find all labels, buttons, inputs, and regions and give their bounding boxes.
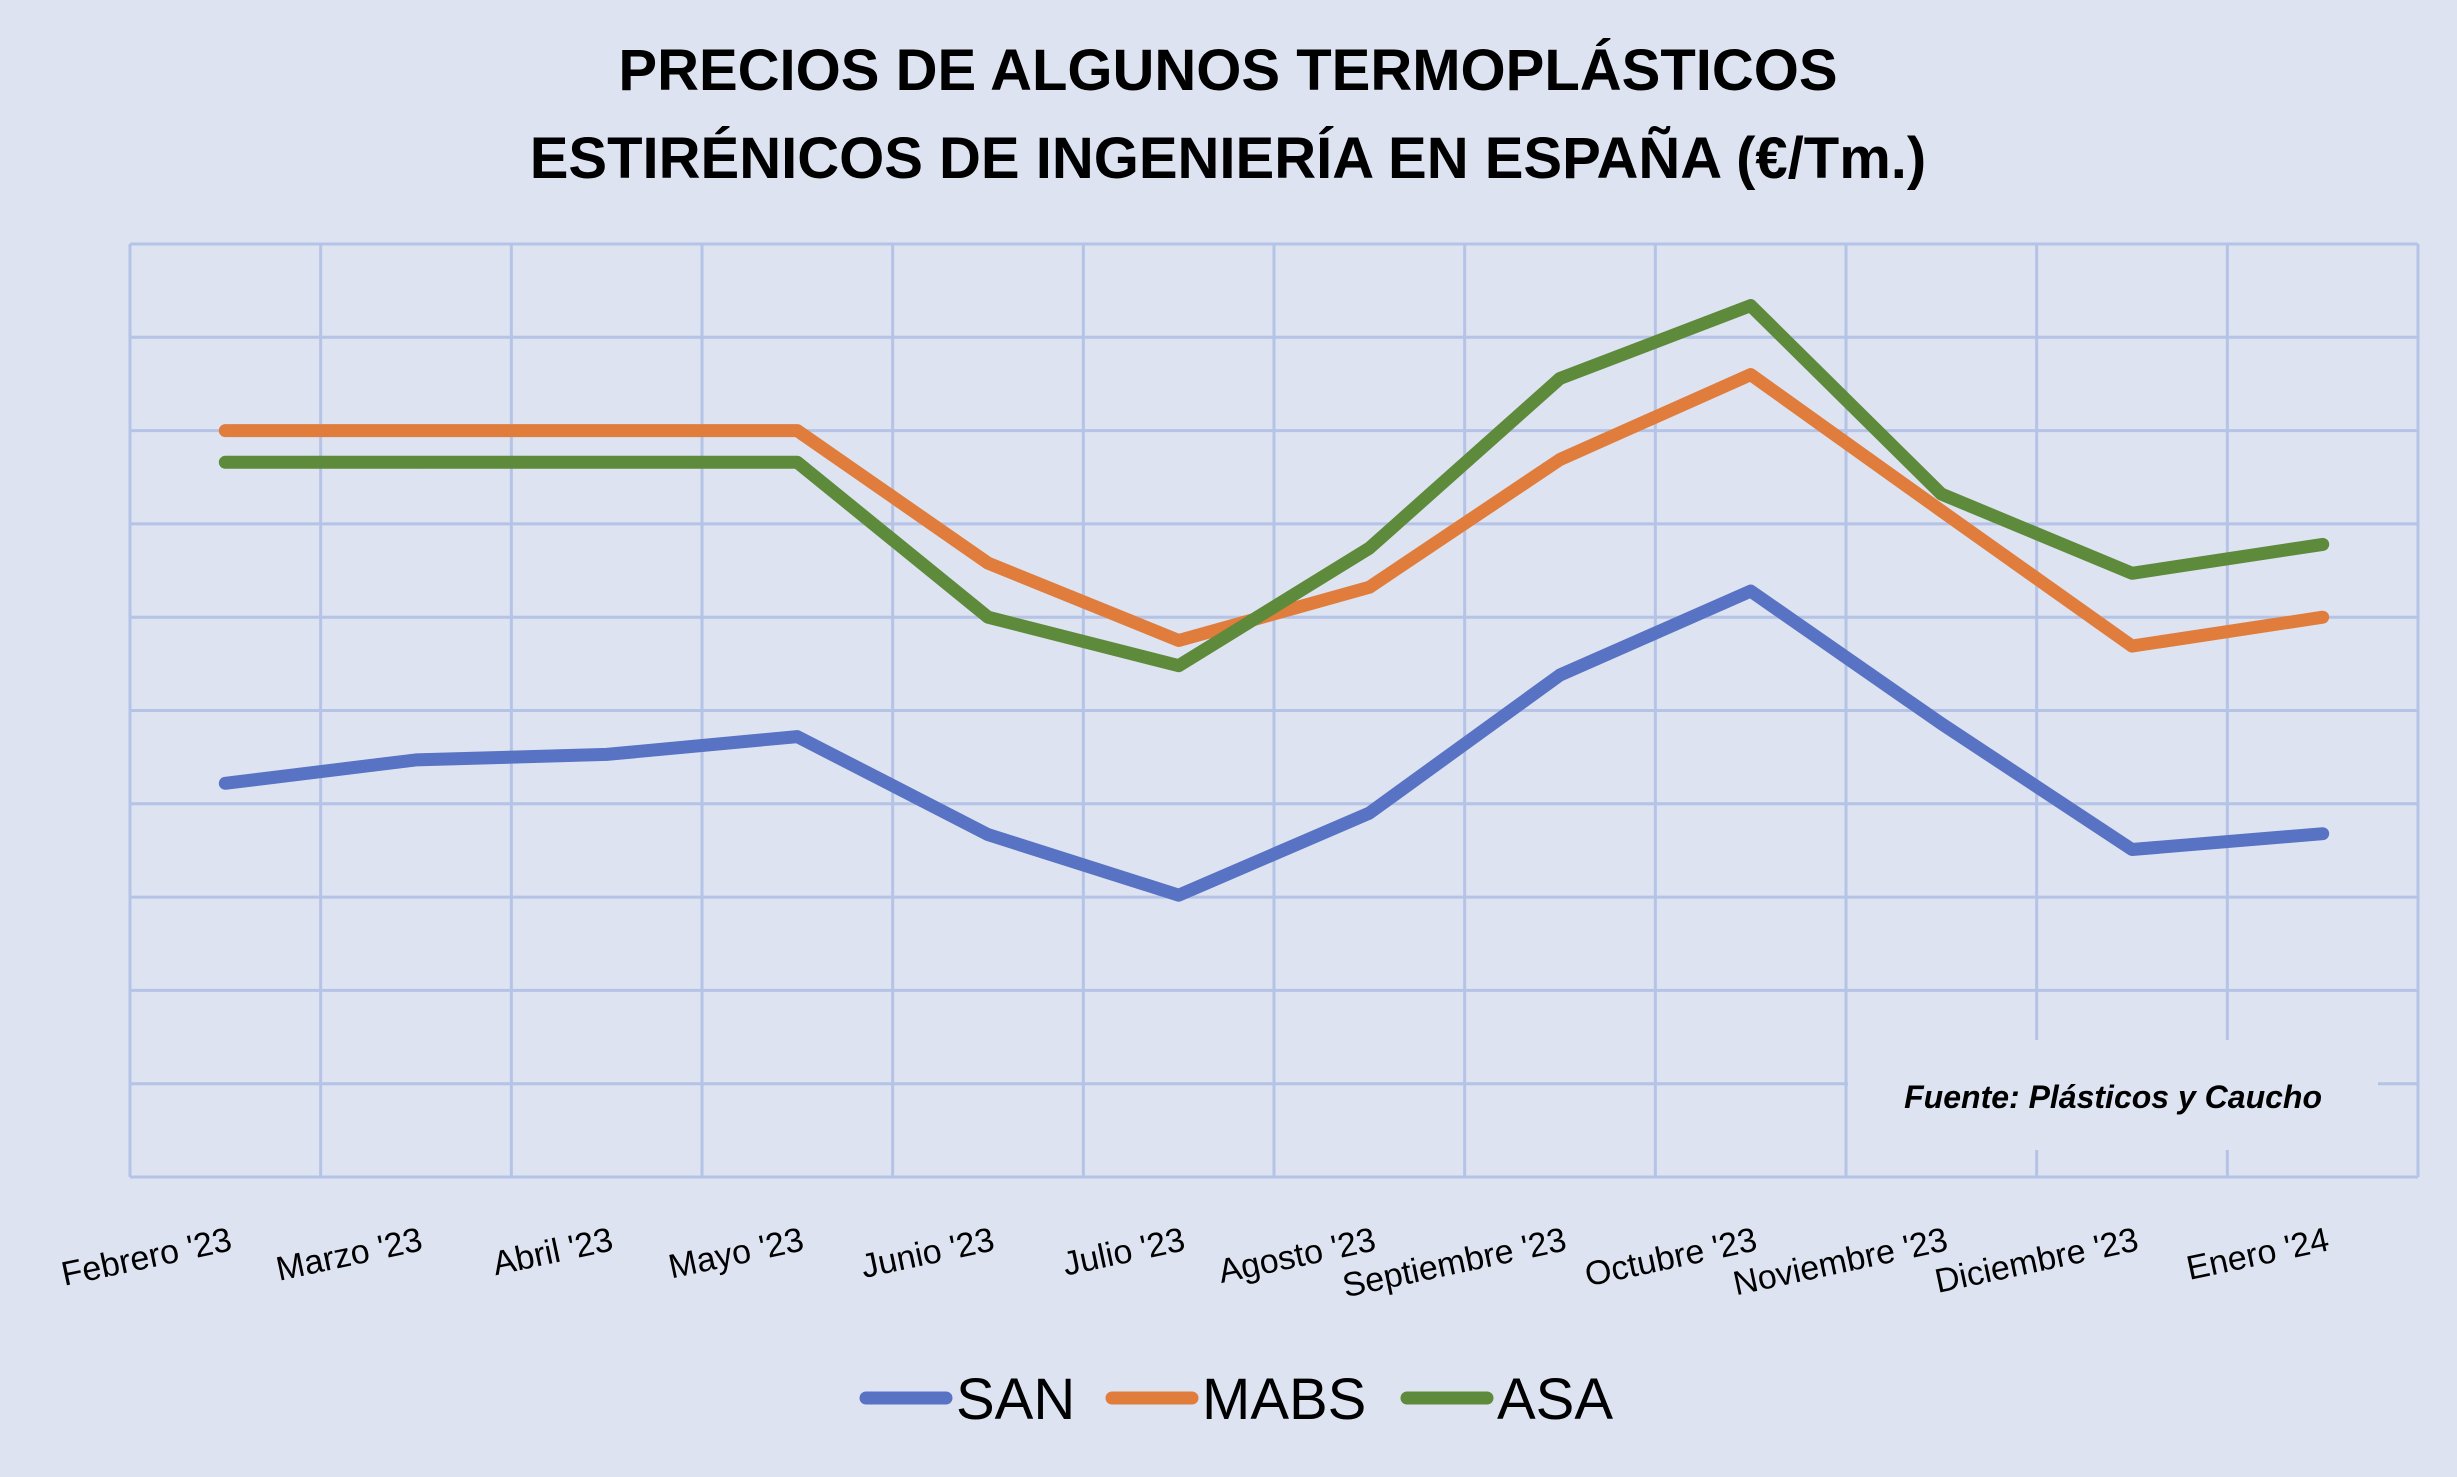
x-tick-label: Abril '23: [489, 1221, 616, 1283]
x-tick-label: Julio '23: [1059, 1221, 1188, 1284]
data-point-mabs: [2126, 640, 2138, 653]
plot-series: [218, 299, 2330, 902]
x-axis-labels: Febrero '23 Marzo '23 Abril '23 Mayo '23 Jun…: [58, 1221, 2332, 1305]
data-point-san: [1935, 717, 1948, 730]
series-line-san: [218, 584, 2330, 902]
grid: [128, 242, 2420, 1179]
data-point-asa: [219, 456, 232, 469]
data-point-asa: [1935, 488, 1948, 500]
data-point-asa: [791, 456, 804, 469]
data-point-san: [600, 748, 613, 761]
data-point-mabs: [2316, 611, 2329, 624]
data-point-asa: [600, 456, 613, 469]
legend: SAN MABS ASA: [859, 1367, 1613, 1432]
data-point-san: [2126, 843, 2138, 856]
data-point-asa: [410, 456, 422, 469]
source-note-background: [1848, 1040, 2378, 1150]
data-point-mabs: [1172, 634, 1185, 647]
data-point-san: [1744, 585, 1757, 598]
data-point-san: [982, 828, 994, 841]
data-point-mabs: [791, 424, 804, 437]
data-point-san: [1172, 889, 1185, 902]
data-point-asa: [1172, 659, 1185, 672]
legend-label-asa: ASA: [1497, 1367, 1613, 1432]
data-point-asa: [982, 611, 994, 624]
x-tick-label: Junio '23: [858, 1221, 998, 1286]
data-point-mabs: [1744, 368, 1757, 381]
data-point-san: [791, 730, 804, 743]
x-tick-label: Noviembre '23: [1730, 1221, 1951, 1304]
data-point-mabs: [600, 424, 613, 437]
data-point-asa: [2316, 538, 2329, 551]
data-point-san: [1363, 807, 1376, 820]
x-tick-label: Febrero '23: [58, 1221, 235, 1294]
data-point-san: [410, 753, 422, 766]
legend-label-mabs: MABS: [1202, 1367, 1366, 1432]
data-point-san: [219, 777, 232, 790]
x-tick-label: Diciembre '23: [1931, 1221, 2141, 1301]
data-point-mabs: [1935, 504, 1948, 517]
series-line-asa: [218, 299, 2330, 673]
x-tick-label: Mayo '23: [665, 1221, 807, 1287]
data-point-mabs: [219, 424, 232, 437]
data-point-mabs: [1363, 581, 1376, 594]
data-point-san: [2316, 827, 2329, 840]
chart-title-line-1: PRECIOS DE ALGUNOS TERMOPLÁSTICOS: [618, 38, 1837, 103]
data-point-asa: [1554, 372, 1566, 385]
source-note: Fuente: Plásticos y Caucho: [1904, 1079, 2322, 1115]
data-point-asa: [1363, 542, 1376, 555]
data-point-asa: [1744, 299, 1757, 312]
data-point-mabs: [1554, 453, 1566, 466]
x-tick-label: Marzo '23: [273, 1221, 426, 1289]
data-point-mabs: [410, 424, 422, 437]
chart-title-line-2: ESTIRÉNICOS DE INGENIERÍA EN ESPAÑA (€/T…: [530, 126, 1926, 191]
data-point-asa: [2126, 567, 2138, 580]
data-point-san: [1554, 669, 1566, 681]
x-tick-label: Enero '24: [2183, 1221, 2332, 1288]
data-point-mabs: [982, 557, 994, 570]
legend-label-san: SAN: [956, 1367, 1075, 1432]
